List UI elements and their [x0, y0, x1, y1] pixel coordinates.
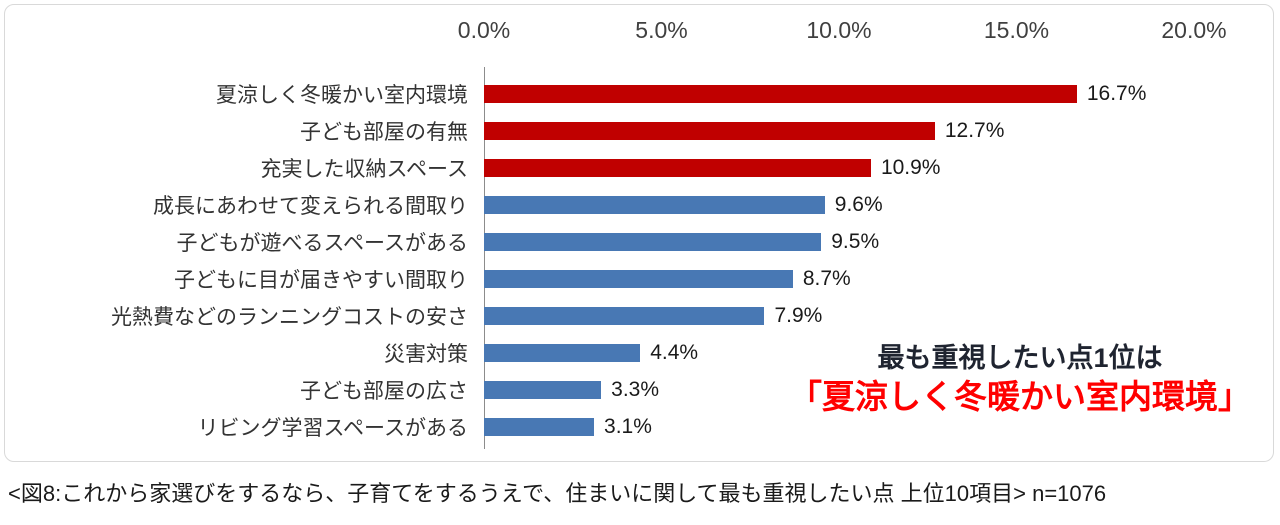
value-label: 4.4% — [650, 340, 699, 364]
bar-row: 子どもに目が届きやすい間取り 8.7% — [5, 260, 1273, 297]
category-label: 子ども部屋の広さ — [300, 379, 468, 403]
bar-row: 子どもが遊べるスペースがある 9.5% — [5, 223, 1273, 260]
bar-row: 光熱費などのランニングコストの安さ 7.9% — [5, 297, 1273, 334]
bar-area: 4.4% — [484, 341, 1194, 365]
value-label: 8.7% — [802, 266, 851, 290]
bar-area: 16.7% — [484, 82, 1194, 106]
chart-frame: 0.0% 5.0% 10.0% 15.0% 20.0% 夏涼しく冬暖かい室内環境 16.7… — [4, 4, 1274, 462]
category-label: 災害対策 — [384, 342, 468, 366]
bar-row: 夏涼しく冬暖かい室内環境 16.7% — [5, 75, 1273, 112]
category-label: リビング学習スペースがある — [197, 416, 468, 440]
bar-chart: 0.0% 5.0% 10.0% 15.0% 20.0% 夏涼しく冬暖かい室内環境 16.7… — [5, 5, 1273, 461]
bar — [484, 380, 602, 399]
bar-row: 子ども部屋の広さ 3.3% — [5, 371, 1273, 408]
bar-area: 3.1% — [484, 415, 1194, 439]
value-label: 12.7% — [944, 118, 1005, 142]
value-label: 3.3% — [611, 377, 660, 401]
x-axis-tick: 10.0% — [806, 17, 872, 43]
x-axis-tick: 0.0% — [457, 17, 511, 43]
bar-rows: 夏涼しく冬暖かい室内環境 16.7% 子ども部屋の有無 12.7% 充実した収納スペース… — [5, 75, 1273, 445]
bar — [484, 84, 1077, 103]
bar — [484, 158, 871, 177]
bar-area: 10.9% — [484, 156, 1194, 180]
category-label: 子ども部屋の有無 — [300, 120, 468, 144]
bar — [484, 195, 825, 214]
x-axis-tick: 20.0% — [1161, 17, 1227, 43]
bar-row: 災害対策 4.4% — [5, 334, 1273, 371]
category-label: 子どもに目が届きやすい間取り — [174, 268, 468, 292]
value-label: 9.6% — [834, 192, 883, 216]
bar — [484, 417, 595, 436]
bar — [484, 269, 793, 288]
x-axis-tick: 15.0% — [983, 17, 1050, 43]
x-axis: 0.0% 5.0% 10.0% 15.0% 20.0% — [458, 17, 1227, 49]
value-label: 9.5% — [831, 229, 880, 253]
value-label: 16.7% — [1086, 81, 1147, 105]
bar-row: 子ども部屋の有無 12.7% — [5, 112, 1273, 149]
bar-row: 成長にあわせて変えられる間取り 9.6% — [5, 186, 1273, 223]
bar-area: 9.6% — [484, 193, 1194, 217]
category-label: 成長にあわせて変えられる間取り — [153, 194, 468, 218]
category-label: 夏涼しく冬暖かい室内環境 — [216, 83, 468, 107]
bar — [484, 232, 822, 251]
category-label: 子どもが遊べるスペースがある — [176, 231, 468, 255]
bar-area: 3.3% — [484, 378, 1194, 402]
bar-area: 7.9% — [484, 304, 1194, 328]
category-label: 充実した収納スペース — [260, 157, 468, 181]
y-axis-line — [484, 67, 485, 449]
x-axis-tick: 5.0% — [635, 17, 688, 43]
chart-caption: <図8:これから家選びをするなら、子育てをするうえで、住まいに関して最も重視した… — [8, 481, 1107, 506]
bar-area: 9.5% — [484, 230, 1194, 254]
annotation-line1: 最も重視したい点1位は — [877, 343, 1163, 373]
bar — [484, 121, 935, 140]
annotation: 最も重視したい点1位は 「夏涼しく冬暖かい室内環境」 — [789, 341, 1251, 419]
bar-row: 充実した収納スペース 10.9% — [5, 149, 1273, 186]
annotation-line2: 「夏涼しく冬暖かい室内環境」 — [789, 378, 1251, 416]
value-label: 7.9% — [774, 303, 823, 327]
bar-row: リビング学習スペースがある 3.1% — [5, 408, 1273, 445]
category-label: 光熱費などのランニングコストの安さ — [111, 305, 468, 329]
value-label: 10.9% — [880, 155, 941, 179]
bar — [484, 343, 641, 362]
bar — [484, 306, 765, 325]
value-label: 3.1% — [604, 414, 652, 438]
bar-area: 8.7% — [484, 267, 1194, 291]
bar-area: 12.7% — [484, 119, 1194, 143]
